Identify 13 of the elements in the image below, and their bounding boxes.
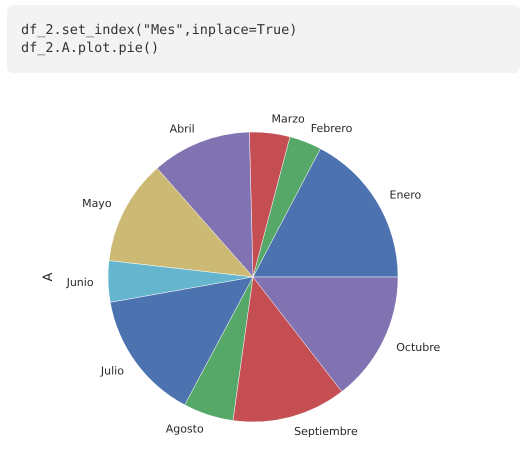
slice-label: Febrero	[310, 122, 353, 136]
text: df_2.A.plot.pie()	[21, 40, 160, 56]
slice-label: Marzo	[272, 112, 306, 126]
slice-label: Mayo	[82, 197, 112, 210]
slice-label: Julio	[100, 364, 124, 378]
slice-label: Abril	[170, 122, 195, 136]
slice-label: Agosto	[166, 422, 204, 436]
slice-label: Enero	[390, 188, 422, 202]
text: df_2.set_index("Mes",inplace=True)	[21, 22, 298, 38]
slice-label: Octubre	[396, 341, 440, 354]
text: A	[41, 272, 56, 282]
slice-label: Junio	[66, 276, 94, 289]
slice-label: Septiembre	[294, 424, 358, 438]
